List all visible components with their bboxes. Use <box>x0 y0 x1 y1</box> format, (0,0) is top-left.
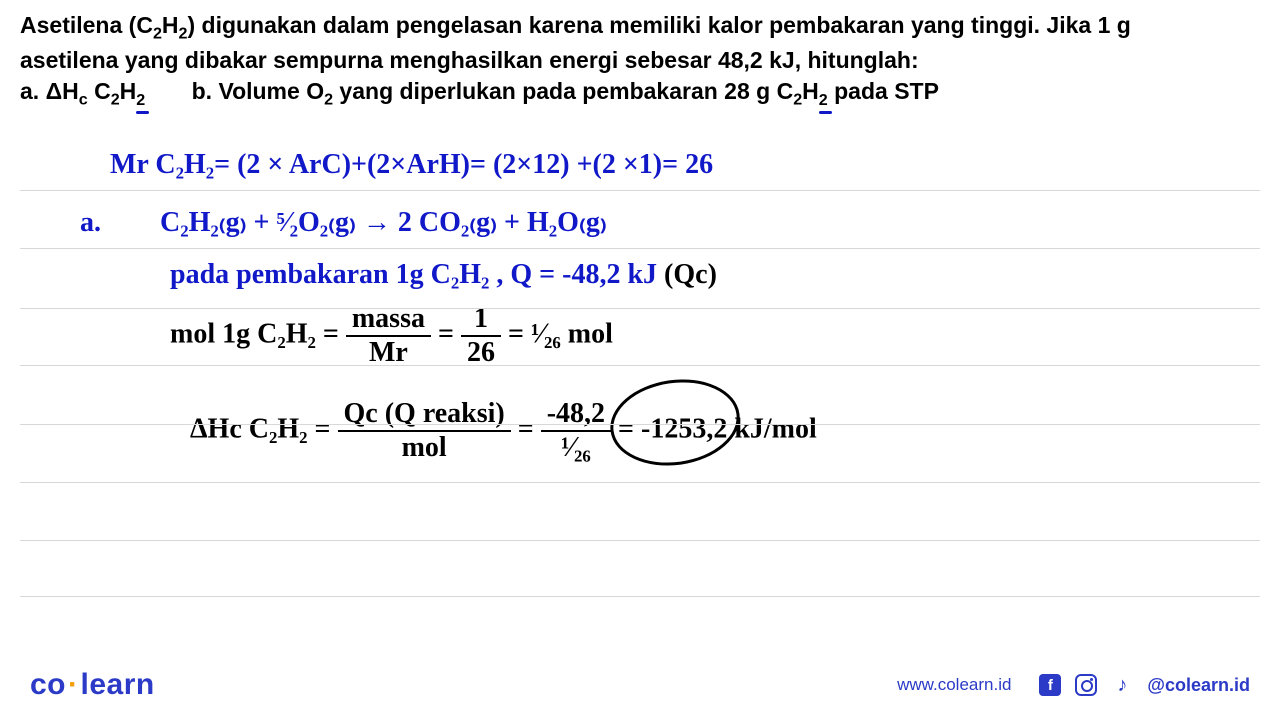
q-a-c: C <box>88 78 111 104</box>
q-a-2b: 2 <box>136 90 145 112</box>
work-mr-line: Mr C₂H₂= (2 × ArC)+(2×ArH)= (2×12) +(2 ×… <box>110 150 713 181</box>
logo-dot-icon: · <box>66 668 81 701</box>
frac-1-26: 1 26 <box>461 305 501 367</box>
tiktok-icon: ♪ <box>1111 674 1133 696</box>
frac-1-26-den: 26 <box>461 337 501 367</box>
ruled-line <box>20 596 1260 597</box>
dhc-prefix: ΔHc C₂H₂ = <box>190 413 338 444</box>
footer-url: www.colearn.id <box>897 675 1011 695</box>
frac-1-26-num: 1 <box>461 305 501 337</box>
work-a-label: a. <box>80 208 101 239</box>
q-b-2a: 2 <box>793 91 802 109</box>
footer-right: www.colearn.id f ♪ @colearn.id <box>897 674 1250 696</box>
q-b-tail: pada STP <box>828 78 939 104</box>
frac-massa-num: massa <box>346 305 431 337</box>
instagram-icon <box>1075 674 1097 696</box>
frac-val-num: -48,2 <box>541 400 611 432</box>
work-pada-line: pada pembakaran 1g C₂H₂ , Q = -48,2 kJ (… <box>170 260 717 291</box>
ruled-line <box>20 540 1260 541</box>
ruled-line <box>20 424 1260 425</box>
q-b-label: b. Volume O <box>192 78 324 104</box>
work-pada-blue: pada pembakaran 1g C₂H₂ , Q = -48,2 kJ <box>170 259 657 290</box>
work-mol-suffix: = ¹⁄₂₆ mol <box>508 318 613 349</box>
question-block: Asetilena (C2H2) digunakan dalam pengela… <box>0 0 1280 117</box>
q-part-b: b. Volume O2 yang diperlukan pada pembak… <box>192 78 939 104</box>
q-sub-1: 2 <box>153 25 162 43</box>
q-a-2a: 2 <box>111 91 120 109</box>
q-line1-post: ) digunakan dalam pengelasan karena memi… <box>187 12 1130 38</box>
q-line1-pre: Asetilena (C <box>20 12 153 38</box>
q-a-label: a. <box>20 78 46 104</box>
q-a-subc: c <box>79 91 88 109</box>
footer-handle: @colearn.id <box>1147 675 1250 696</box>
dhc-mid: = <box>518 413 541 444</box>
brand-logo: co·learn <box>30 668 155 702</box>
q-part-a: a. ΔHc C2H2 <box>20 78 152 104</box>
work-mol-prefix: mol 1g C₂H₂ = <box>170 318 346 349</box>
q-a-h: H <box>120 78 137 104</box>
facebook-icon: f <box>1039 674 1061 696</box>
q-mid1: H <box>162 12 179 38</box>
frac-qc-den: mol <box>338 432 511 462</box>
ruled-line <box>20 482 1260 483</box>
frac-massa-den: Mr <box>346 337 431 367</box>
frac-val-den: ¹⁄₂₆ <box>541 432 611 462</box>
q-b-sub2: 2 <box>324 91 333 109</box>
frac-qc-num: Qc (Q reaksi) <box>338 400 511 432</box>
q-b-text: yang diperlukan pada pembakaran 28 g C <box>333 78 793 104</box>
work-mol-line: mol 1g C₂H₂ = massa Mr = 1 26 = ¹⁄₂₆ mol <box>170 305 613 367</box>
ruled-line <box>20 248 1260 249</box>
work-pada-black: (Qc) <box>657 259 717 290</box>
footer: co·learn www.colearn.id f ♪ @colearn.id <box>0 650 1280 720</box>
frac-qc: Qc (Q reaksi) mol <box>338 400 511 462</box>
frac-val: -48,2 ¹⁄₂₆ <box>541 400 611 462</box>
frac-massa: massa Mr <box>346 305 431 367</box>
q-line2: asetilena yang dibakar sempurna menghasi… <box>20 47 919 73</box>
work-eq-line: C₂H₂₍g₎ + ⁵⁄₂O₂₍g₎ → 2 CO₂₍g₎ + H₂O₍g₎ <box>160 208 607 239</box>
logo-right: learn <box>81 668 155 701</box>
q-b-2b: 2 <box>819 90 828 112</box>
ruled-line <box>20 365 1260 366</box>
logo-left: co <box>30 668 66 701</box>
eq-1: = <box>438 318 461 349</box>
q-b-h: H <box>802 78 819 104</box>
ruled-line <box>20 308 1260 309</box>
q-a-delta: ΔH <box>46 78 79 104</box>
ruled-line <box>20 190 1260 191</box>
work-area: Mr C₂H₂= (2 × ArC)+(2×ArH)= (2×12) +(2 ×… <box>20 140 1260 640</box>
